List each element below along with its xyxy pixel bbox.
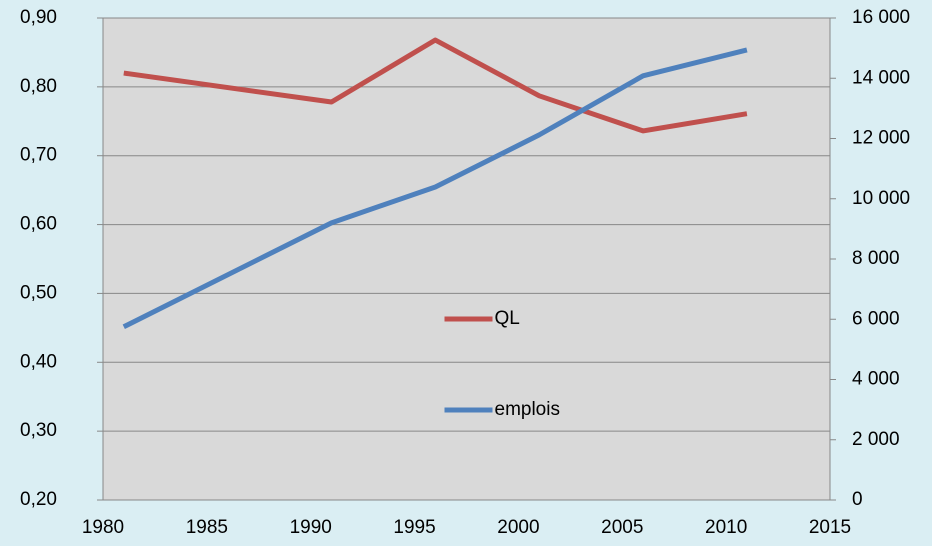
y2-tick-label: 8 000 [852, 248, 900, 269]
x-tick-label: 2005 [601, 517, 643, 538]
y-tick-label: 0,20 [20, 489, 57, 510]
x-tick-label: 1995 [393, 517, 435, 538]
y-tick-label: 0,60 [20, 214, 57, 235]
y2-tick-label: 4 000 [852, 369, 900, 390]
y2-tick-label: 12 000 [852, 128, 910, 149]
y-tick-label: 0,90 [20, 7, 57, 28]
x-tick-label: 1980 [82, 517, 124, 538]
x-tick-label: 2015 [809, 517, 851, 538]
y2-tick-label: 6 000 [852, 308, 900, 329]
x-tick-label: 1990 [290, 517, 332, 538]
y2-tick-label: 0 [852, 489, 863, 510]
legend-label: QL [495, 308, 520, 329]
legend-label: emplois [495, 399, 560, 420]
y2-tick-label: 2 000 [852, 429, 900, 450]
y-tick-label: 0,50 [20, 282, 57, 303]
x-tick-label: 2000 [497, 517, 539, 538]
y-tick-label: 0,40 [20, 351, 57, 372]
series-line [123, 37, 748, 134]
y-tick-label: 0,80 [20, 76, 57, 97]
y2-tick-label: 10 000 [852, 188, 910, 209]
x-tick-label: 1985 [186, 517, 228, 538]
y-tick-label: 0,30 [20, 420, 57, 441]
x-tick-label: 2010 [705, 517, 747, 538]
y-tick-label: 0,70 [20, 145, 57, 166]
series-line [122, 47, 748, 330]
y2-tick-label: 14 000 [852, 67, 910, 88]
plot-area [102, 17, 831, 501]
y2-tick-label: 16 000 [852, 7, 910, 28]
